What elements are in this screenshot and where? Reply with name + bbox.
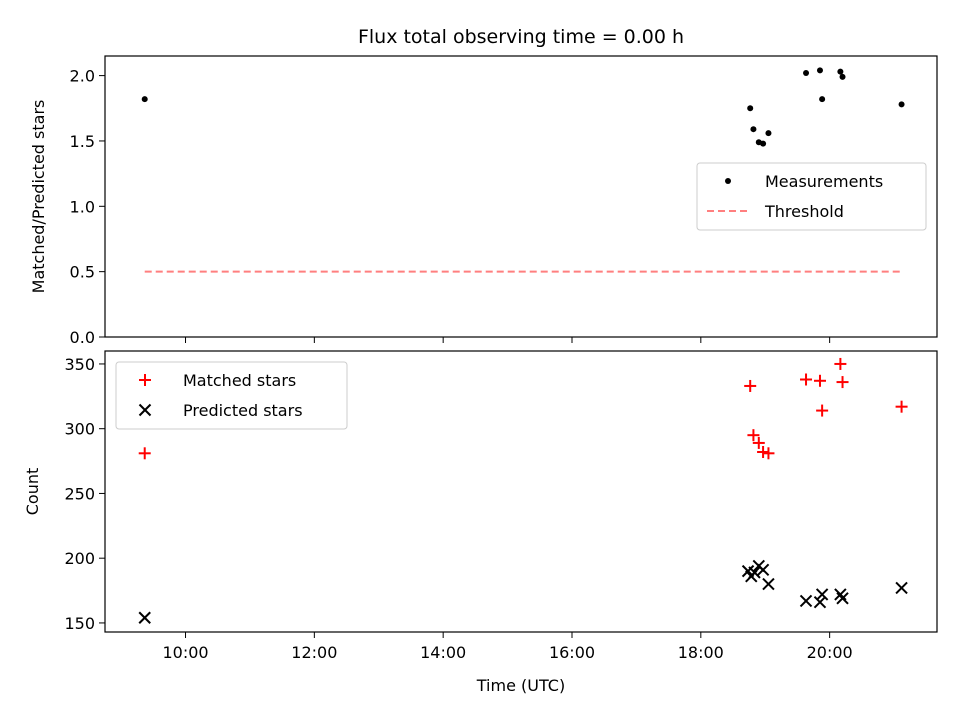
predicted-star-point (756, 563, 770, 577)
y-axis-label: Matched/Predicted stars (29, 100, 48, 294)
y-tick-label: 250 (64, 484, 95, 503)
y-tick-label: 1.0 (70, 197, 95, 216)
x-axis-label: Time (UTC) (476, 676, 565, 695)
predicted-star-point (138, 611, 151, 624)
measurement-point (141, 96, 148, 103)
matched-star-point (834, 357, 847, 370)
y-tick-label: 150 (64, 614, 95, 633)
measurement-point (747, 105, 754, 112)
predicted-star-point (836, 592, 849, 605)
x-tick-label: 18:00 (678, 643, 724, 662)
matched-star-point (762, 447, 775, 460)
y-tick-label: 2.0 (70, 67, 95, 86)
matched-star-point (816, 404, 829, 417)
x-tick-label: 16:00 (549, 643, 595, 662)
x-tick-label: 10:00 (162, 643, 208, 662)
predicted-star-point (799, 594, 813, 608)
legend-label: Measurements (765, 172, 883, 191)
matched-star-point (744, 379, 757, 392)
axes-frame (104, 55, 938, 338)
axes-frame (104, 350, 938, 633)
measurement-point (816, 67, 823, 74)
legend-label: Predicted stars (183, 401, 303, 420)
y-tick-label: 300 (64, 420, 95, 439)
x-tick-label: 20:00 (807, 643, 853, 662)
x-tick-label: 14:00 (420, 643, 466, 662)
top-panel: 0.0 0.5 1.0 1.5 2.0 Matched/Predicted stars Me… (29, 55, 938, 347)
y-axis-label: Count (23, 468, 42, 516)
y-tick-label: 1.5 (70, 132, 95, 151)
measurement-point (803, 69, 810, 76)
measurement-point (819, 96, 826, 103)
matched-star-point (836, 376, 849, 389)
legend-box (696, 162, 927, 231)
x-tick-label: 12:00 (291, 643, 337, 662)
y-tick-label: 350 (64, 355, 95, 374)
matched-star-point (895, 400, 908, 413)
y-tick-label: 0.0 (70, 328, 95, 347)
matched-star-point (747, 429, 760, 442)
legend-marker-x (138, 403, 152, 417)
chart-title: Flux total observing time = 0.00 h (358, 26, 684, 48)
predicted-star-point (762, 577, 775, 591)
legend: Measurements Threshold (696, 162, 927, 231)
predicted-star-point (813, 596, 827, 609)
predicted-star-point (748, 566, 761, 579)
legend-box (115, 361, 348, 430)
legend-label: Matched stars (183, 371, 296, 390)
measurement-point (837, 68, 844, 75)
matched-star-point (752, 436, 765, 449)
y-tick-label: 0.5 (70, 263, 95, 282)
predicted-star-point (815, 588, 829, 601)
matched-star-point (757, 446, 770, 459)
legend-marker-plus (139, 374, 151, 386)
measurement-point (839, 73, 846, 80)
measurement-point (765, 130, 772, 137)
legend-label: Threshold (764, 202, 844, 221)
matched-star-point (813, 374, 826, 387)
y-tick-label: 200 (64, 549, 95, 568)
predicted-star-point (895, 581, 908, 595)
measurement-point (750, 126, 757, 133)
measurement-point (760, 140, 767, 147)
bottom-panel: 150 200 250 300 350 10:00 12:00 14:00 16:00 18:00… (23, 350, 938, 662)
matched-star-point (800, 373, 813, 386)
measurement-point (898, 101, 905, 108)
matched-star-point (138, 447, 151, 460)
legend-marker-dot (725, 178, 731, 184)
legend: Matched stars Predicted stars (115, 361, 348, 430)
